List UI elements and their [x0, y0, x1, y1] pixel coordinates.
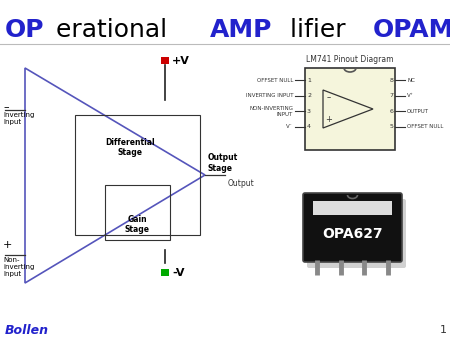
Text: V⁻: V⁻: [286, 124, 293, 129]
Text: NON-INVERTING
INPUT: NON-INVERTING INPUT: [249, 106, 293, 117]
Text: 3: 3: [307, 108, 311, 114]
Text: NC: NC: [407, 77, 415, 82]
Text: OPAMP: OPAMP: [372, 18, 450, 42]
Text: 4: 4: [307, 124, 311, 129]
Text: OPA627: OPA627: [322, 226, 383, 241]
Text: Output: Output: [228, 178, 255, 188]
Text: +: +: [3, 240, 13, 250]
Text: 2: 2: [307, 93, 311, 98]
Text: Differential
Stage: Differential Stage: [105, 138, 155, 158]
Bar: [161, 269, 169, 276]
Text: LM741 Pinout Diagram: LM741 Pinout Diagram: [306, 55, 394, 65]
Text: Output
Stage: Output Stage: [208, 153, 238, 173]
Bar: [305, 68, 395, 150]
FancyBboxPatch shape: [307, 199, 406, 268]
Text: V⁺: V⁺: [407, 93, 414, 98]
Text: INVERTING INPUT: INVERTING INPUT: [246, 93, 293, 98]
Text: 8: 8: [389, 77, 393, 82]
Text: Bollen: Bollen: [5, 323, 49, 337]
Bar: [313, 201, 392, 215]
Text: OP: OP: [5, 18, 45, 42]
Text: OFFSET NULL: OFFSET NULL: [407, 124, 443, 129]
Bar: [161, 57, 169, 64]
Text: -V: -V: [172, 268, 184, 278]
Text: 5: 5: [389, 124, 393, 129]
Text: +: +: [325, 116, 333, 124]
Bar: [75, 115, 200, 235]
Text: 1: 1: [440, 325, 446, 335]
Text: Inverting
Input: Inverting Input: [3, 112, 34, 125]
Text: AMP: AMP: [210, 18, 272, 42]
Text: 6: 6: [389, 108, 393, 114]
Text: OUTPUT: OUTPUT: [407, 108, 429, 114]
Text: Non-
inverting
Input: Non- inverting Input: [3, 257, 34, 277]
Text: lifier: lifier: [290, 18, 354, 42]
Text: 7: 7: [389, 93, 393, 98]
FancyBboxPatch shape: [303, 193, 402, 262]
Text: –: –: [327, 94, 331, 102]
Text: +V: +V: [172, 56, 190, 66]
Text: 1: 1: [307, 77, 311, 82]
Text: –: –: [3, 102, 9, 112]
Bar: [105, 185, 170, 240]
Text: erational: erational: [56, 18, 175, 42]
Text: OFFSET NULL: OFFSET NULL: [256, 77, 293, 82]
Text: Gain
Stage: Gain Stage: [125, 215, 149, 234]
